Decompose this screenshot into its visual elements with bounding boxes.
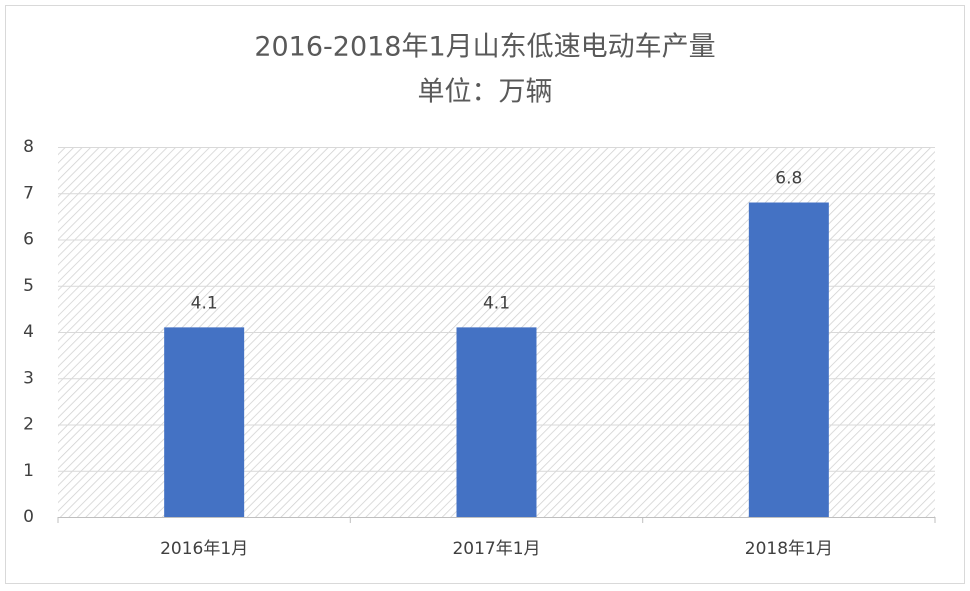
x-tick-label: 2018年1月 <box>745 539 833 559</box>
x-tick-label: 2017年1月 <box>452 539 540 559</box>
value-label: 6.8 <box>775 169 802 189</box>
chart-title: 2016-2018年1月山东低速电动车产量 <box>254 32 715 63</box>
y-tick-label: 6 <box>23 230 34 250</box>
bars <box>164 202 829 517</box>
bar <box>164 327 245 517</box>
bar <box>456 327 537 517</box>
value-label: 4.1 <box>191 293 218 313</box>
y-tick-label: 4 <box>23 322 34 342</box>
x-tick-label: 2016年1月 <box>160 539 248 559</box>
chart-subtitle: 单位：万辆 <box>418 77 553 108</box>
y-tick-label: 7 <box>23 183 34 203</box>
y-tick-label: 8 <box>23 137 34 157</box>
bar <box>748 202 829 517</box>
y-tick-label: 5 <box>23 276 34 296</box>
y-tick-label: 1 <box>23 461 34 481</box>
y-tick-label: 0 <box>23 507 34 527</box>
value-label: 4.1 <box>483 293 510 313</box>
y-tick-label: 3 <box>23 368 34 388</box>
y-tick-label: 2 <box>23 415 34 435</box>
x-axis <box>57 517 936 523</box>
